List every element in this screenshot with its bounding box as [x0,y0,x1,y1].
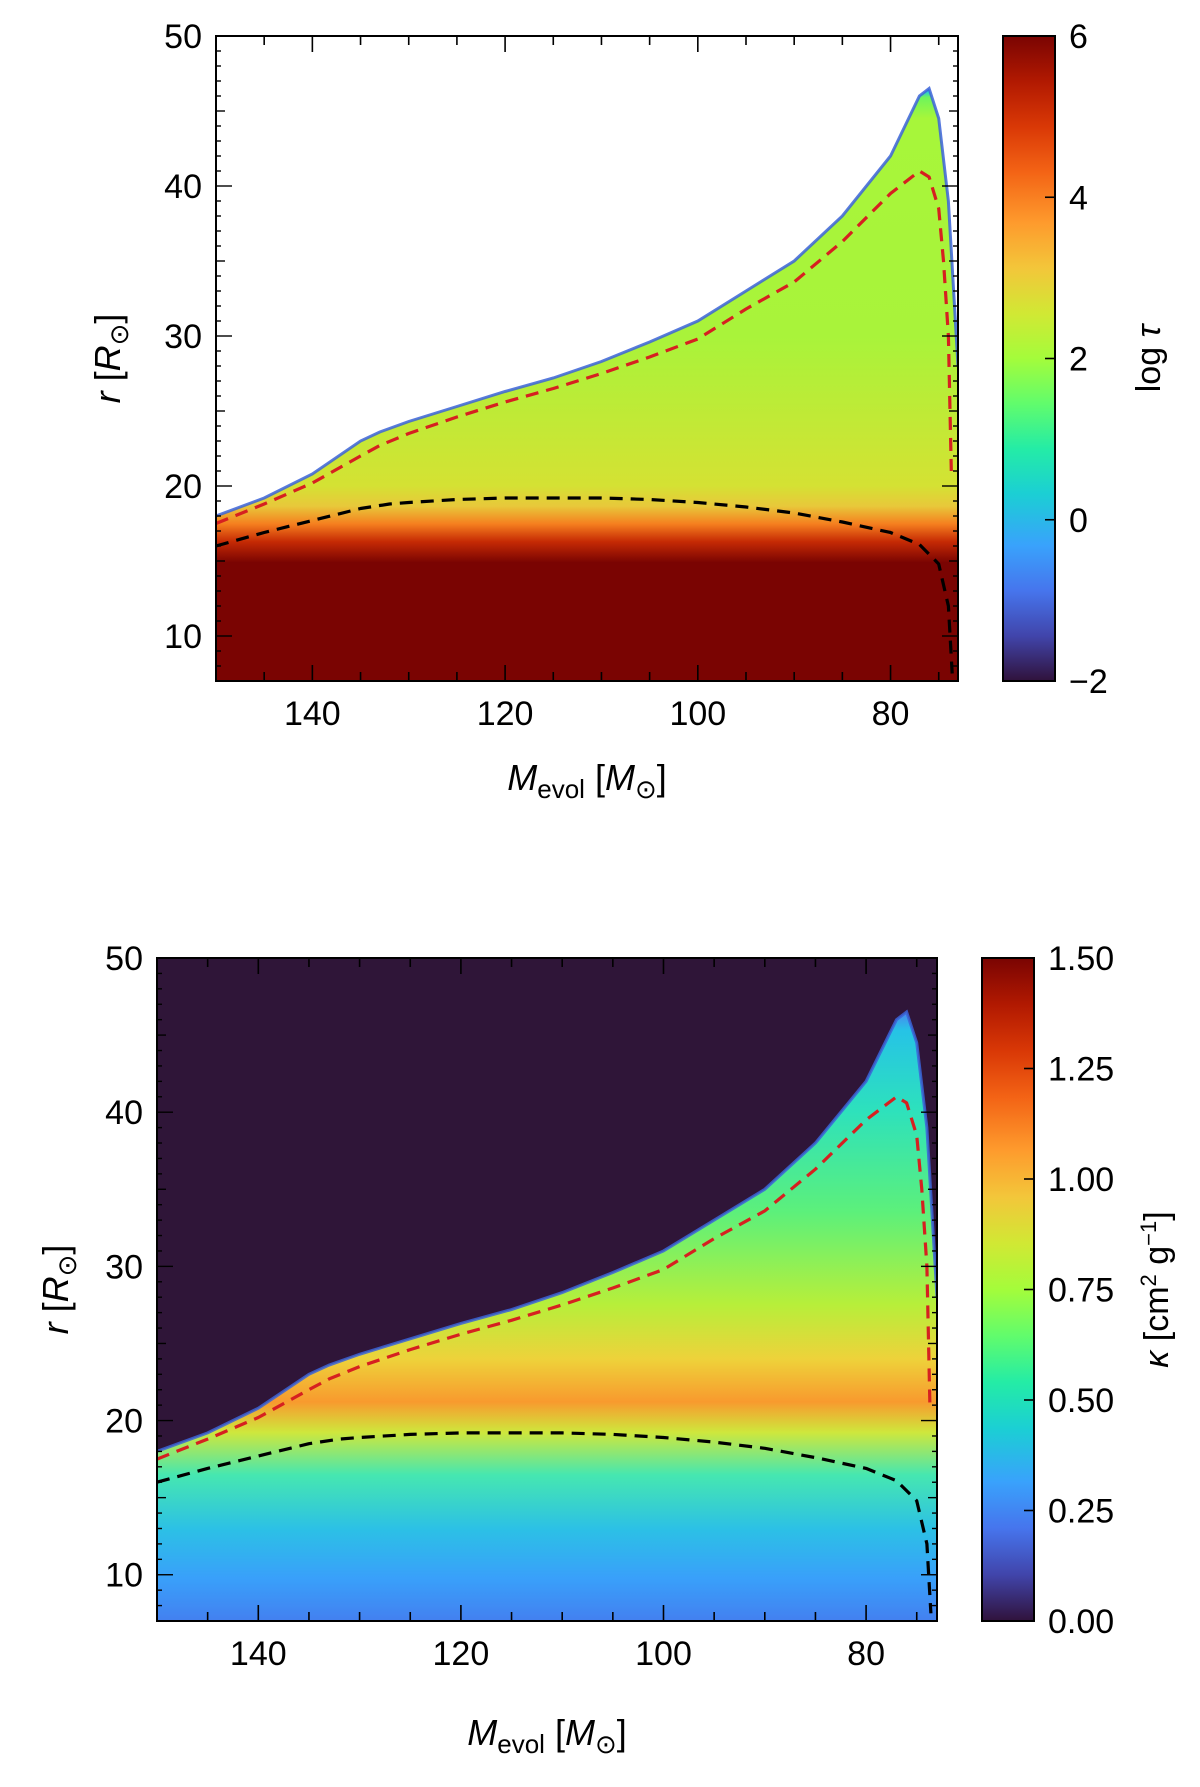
x-tick-label: 120 [477,695,534,733]
x-tick-label: 100 [635,1635,692,1673]
black-dashed-contour [216,496,954,674]
colorbar-tick-label: 0.50 [1048,1382,1114,1420]
colorbar-tick-label: −2 [1069,663,1108,701]
surface-edge [216,85,958,518]
envelope-field [157,1011,937,1621]
field-group [157,1009,937,1621]
y-tick-label: 20 [105,1403,143,1441]
y-tick-label: 40 [105,1094,143,1132]
envelope-field [216,88,958,681]
x-tick-label: 120 [433,1635,490,1673]
x-tick-label: 80 [872,695,910,733]
x-tick-label: 100 [669,695,726,733]
x-tick-label: 140 [230,1635,287,1673]
y-tick-label: 40 [164,168,202,206]
colorbar-label: κ [cm2 g−1] [1136,1211,1176,1367]
y-tick-label: 10 [105,1557,143,1595]
y-tick-label: 30 [105,1248,143,1286]
colorbar-tick-label: 1.50 [1048,940,1114,978]
black-dashed-contour [157,1431,933,1614]
bottom-panel: 140 120 100 80 10 20 30 40 50 Mevol [M⊙] r [R⊙] 1.5… [35,940,1176,1759]
x-axis-label: Mevol [M⊙] [507,757,667,804]
colorbar-tick-label: 0 [1069,502,1088,540]
colorbar-tick-label: 0.00 [1048,1603,1114,1641]
y-tick-label: 30 [164,318,202,356]
plot-frame [215,35,959,682]
surface-edge [157,1009,937,1453]
y-tick-label: 50 [105,940,143,978]
y-tick-label: 10 [164,618,202,656]
colorbar-tick-label: 0.25 [1048,1493,1114,1531]
field-group [216,85,958,681]
x-tick-label: 80 [847,1635,885,1673]
y-axis-label: r [R⊙] [35,1245,82,1335]
colorbar-label: log τ [1130,322,1168,392]
colorbar-tick-label: 6 [1069,18,1088,56]
colorbar-tick-label: 4 [1069,179,1088,217]
colorbar-tick-label: 0.75 [1048,1272,1114,1310]
plot-frame [156,957,938,1622]
colorbar-tick-label: 2 [1069,341,1088,379]
colorbar-tick-label: 1.00 [1048,1161,1114,1199]
x-axis-label: Mevol [M⊙] [467,1712,627,1759]
y-axis-label: r [R⊙] [87,314,134,404]
red-dashed-contour [157,1095,932,1461]
y-tick-label: 20 [164,468,202,506]
red-dashed-contour [216,169,953,525]
y-tick-label: 50 [164,18,202,56]
colorbar-tick-label: 1.25 [1048,1051,1114,1089]
x-tick-label: 140 [284,695,341,733]
